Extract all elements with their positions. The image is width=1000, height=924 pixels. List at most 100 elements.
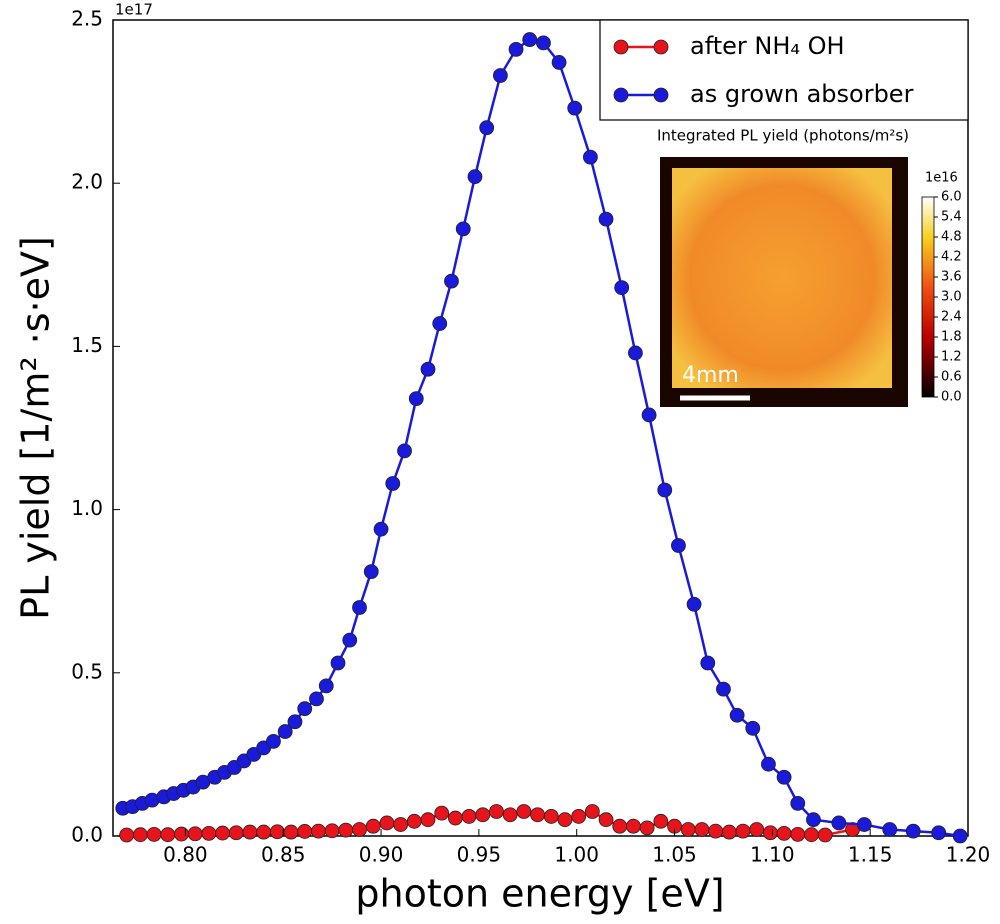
data-point	[762, 825, 778, 841]
offset-label: 1e17	[115, 1, 153, 19]
colorbar-tick-label: 3.6	[941, 270, 962, 285]
data-point	[639, 820, 655, 836]
data-point	[479, 120, 495, 136]
data-point	[174, 826, 189, 842]
data-point	[721, 824, 737, 840]
data-point	[567, 100, 583, 116]
data-point	[397, 443, 412, 459]
inset-heatmap	[672, 168, 892, 388]
data-point	[716, 681, 731, 697]
data-point	[817, 827, 833, 843]
colorbar-tick-label: 5.4	[941, 210, 962, 225]
data-point	[905, 823, 921, 839]
data-point	[330, 655, 346, 671]
data-point	[132, 827, 148, 843]
x-axis-label: photon energy [eV]	[355, 872, 724, 916]
data-point	[160, 827, 176, 843]
legend-label: as grown absorber	[690, 80, 914, 108]
data-point	[489, 804, 504, 819]
data-point	[641, 407, 657, 423]
legend	[599, 19, 969, 121]
colorbar-tick-label: 6.0	[941, 190, 962, 205]
data-point	[584, 804, 600, 819]
x-tick-label: 0.90	[359, 843, 404, 867]
data-point	[543, 809, 559, 824]
y-axis-label: PL yield [1/m² ·s·eV]	[14, 236, 58, 620]
x-tick-label: 0.85	[261, 843, 306, 867]
y-tick-label: 2.0	[71, 170, 103, 194]
data-point	[352, 822, 367, 837]
colorbar-tick-label: 1.2	[941, 350, 962, 365]
colorbar-tick-label: 0.6	[941, 370, 962, 385]
data-point	[215, 825, 230, 841]
data-point	[749, 822, 765, 837]
colorbar-tick-label: 3.0	[941, 290, 962, 305]
x-tick-label: 1.15	[848, 843, 893, 867]
data-point	[455, 221, 471, 237]
colorbar-tick-label: 4.2	[941, 250, 962, 265]
data-point	[657, 482, 673, 498]
data-point	[806, 812, 821, 828]
data-point	[228, 825, 244, 841]
y-tick-label: 0.5	[71, 659, 103, 683]
data-point	[324, 823, 340, 839]
x-tick-label: 0.95	[457, 843, 502, 867]
data-point	[318, 678, 334, 694]
data-point	[680, 822, 696, 837]
inset-title: Integrated PL yield (photons/m²s)	[657, 127, 909, 145]
data-point	[931, 825, 947, 841]
data-point	[269, 824, 285, 840]
data-point	[686, 596, 702, 612]
data-point	[385, 476, 401, 491]
data-point	[475, 807, 491, 823]
data-point	[627, 345, 643, 361]
data-point	[790, 826, 806, 842]
data-point	[508, 41, 524, 57]
data-point	[776, 825, 792, 841]
data-point	[551, 55, 567, 70]
x-tick-label: 1.20	[946, 843, 991, 867]
data-point	[502, 807, 518, 823]
data-point	[283, 824, 299, 840]
data-point	[420, 361, 436, 377]
colorbar-tick-label: 0.0	[941, 390, 962, 405]
legend-marker	[613, 87, 629, 103]
y-tick-label: 1.0	[71, 496, 103, 520]
data-point	[393, 817, 409, 832]
data-point	[119, 827, 135, 843]
data-point	[146, 826, 162, 842]
data-point	[708, 823, 724, 839]
data-point	[522, 32, 538, 47]
data-point	[379, 815, 395, 831]
data-point	[287, 714, 303, 730]
colorbar	[921, 196, 935, 398]
data-point	[311, 823, 326, 839]
data-point	[612, 818, 628, 834]
data-point	[516, 804, 532, 819]
colorbar-tick-label: 2.4	[941, 310, 962, 325]
legend-marker	[613, 39, 629, 55]
data-point	[432, 316, 448, 331]
data-point	[804, 827, 819, 843]
data-point	[338, 822, 354, 838]
scale-bar-label: 4mm	[682, 363, 739, 388]
data-point	[373, 521, 389, 537]
data-point	[745, 720, 761, 736]
data-point	[776, 769, 792, 785]
data-point	[614, 280, 630, 296]
data-point	[536, 35, 551, 51]
data-point	[694, 822, 710, 837]
data-point	[856, 817, 872, 832]
data-point	[434, 805, 450, 821]
data-point	[761, 756, 776, 772]
data-point	[557, 812, 573, 828]
x-tick-label: 1.10	[750, 843, 795, 867]
data-point	[653, 813, 669, 829]
colorbar-offset: 1e16	[925, 171, 958, 186]
data-point	[952, 828, 968, 844]
colorbar-tick-label: 4.8	[941, 230, 962, 245]
data-point	[201, 825, 217, 841]
data-point	[297, 824, 313, 839]
x-tick-label: 0.80	[163, 843, 208, 867]
